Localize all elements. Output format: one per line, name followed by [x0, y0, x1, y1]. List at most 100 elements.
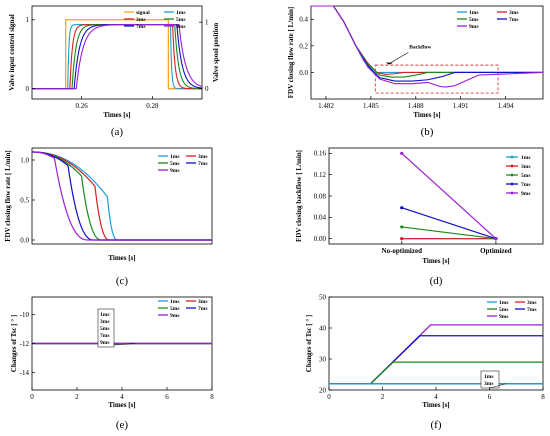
y-tick-label: 0.4 [299, 16, 308, 24]
y-tick-label: 0.12 [314, 171, 327, 179]
series-5ms [329, 361, 543, 385]
x-axis-label: Times [s] [422, 401, 449, 409]
x-axis-label: Times [s] [422, 257, 449, 265]
legend-label: 7ms [136, 24, 145, 30]
series-7ms [329, 335, 543, 385]
x-tick-label: 1.488 [408, 102, 424, 110]
y-tick-label: 0 [26, 85, 30, 93]
series-7ms [31, 24, 203, 90]
data-point-9ms [494, 237, 498, 241]
x-tick-label: 2 [75, 393, 79, 401]
legend-label: 5ms [170, 306, 179, 312]
x-tick-label: 1.491 [453, 102, 469, 110]
x-tick-label: 0.26 [75, 102, 88, 110]
x-tick-label: 2 [381, 393, 385, 401]
x-tick-label: 0 [327, 393, 331, 401]
panel-caption: (f) [431, 419, 442, 431]
legend-label: 7ms [521, 182, 530, 188]
y-tick-label: 50 [319, 293, 327, 301]
legend-label: 3ms [527, 300, 536, 306]
callout-pointer [489, 383, 506, 389]
x-tick-label: 0 [30, 393, 34, 401]
legend-label: 7ms [198, 161, 207, 167]
y-tick-label: -10 [20, 311, 30, 319]
legend-marker [510, 173, 514, 177]
x-tick-label: 1.482 [318, 102, 334, 110]
data-point-9ms [400, 151, 404, 155]
x-tick-label: 1.494 [498, 102, 514, 110]
plot-frame [328, 147, 544, 245]
legend-label: 3ms [521, 164, 530, 170]
x-tick-label: 6 [165, 393, 169, 401]
panel-caption: (a) [111, 126, 124, 138]
arrow-head-icon [385, 62, 394, 65]
y-right-tick-label: 1 [205, 19, 209, 27]
legend-label: 3ms [509, 10, 518, 16]
data-point-5ms [400, 225, 404, 229]
y-tick-label: 0.5 [20, 196, 29, 204]
y-tick-label: 0.16 [314, 150, 327, 158]
series-1ms [32, 151, 212, 241]
series-9ms [401, 152, 497, 240]
series-signal [32, 19, 202, 90]
x-tick-label: 0.28 [146, 102, 159, 110]
series-9ms [329, 324, 543, 385]
data-point-3ms [400, 237, 404, 241]
plot-frame [31, 147, 213, 245]
x-tick-label: 1.485 [363, 102, 379, 110]
legend-label: 3ms [198, 154, 207, 160]
y-axis-label: FDV closing flow rate [ L/min] [4, 150, 12, 241]
legend-label: 7ms [527, 307, 536, 313]
series-1ms [31, 24, 203, 90]
series-5ms [31, 24, 203, 90]
series-7ms [401, 207, 497, 240]
panel-d-backflow: 0.00 0.04 0.08 0.12 0.16 No-optimized Optimize… [295, 147, 544, 287]
category-label: No-optimized [382, 247, 423, 255]
y-tick-label: 0.2 [299, 42, 308, 50]
series-7ms [31, 151, 212, 241]
y-tick-label: -14 [20, 369, 30, 377]
data-point-7ms [400, 206, 404, 210]
x-axis-label: Times [s] [108, 401, 135, 409]
y-axis-label: FDV closing backflow [ L/min] [295, 150, 303, 242]
legend-label: 5ms [521, 173, 530, 179]
panel-caption: (e) [116, 419, 129, 431]
x-tick-label: 8 [210, 393, 214, 401]
legend-label: 9ms [499, 314, 508, 320]
y-right-axis-label: Valve spool position [212, 23, 220, 82]
series-9ms [311, 5, 544, 88]
legend-label: 3ms [136, 17, 145, 23]
legend-marker [510, 164, 514, 168]
y-tick-label: -12 [20, 340, 30, 348]
legend-label: 7ms [509, 17, 518, 23]
x-tick-label: 4 [434, 393, 438, 401]
callout-label: 1ms [100, 312, 109, 318]
y-axis-label: Valve input control signal [8, 14, 16, 90]
legend-label: 5ms [469, 17, 478, 23]
panel-caption: (c) [116, 275, 129, 287]
callout-label: 9ms [100, 340, 109, 346]
backflow-box [374, 64, 499, 94]
y-tick-label: 1 [26, 16, 30, 24]
series-5ms [31, 151, 212, 241]
legend-label: 5ms [176, 17, 185, 23]
x-tick-label: 8 [541, 393, 545, 401]
y-axis-label: Changes of Tsc [ ° ] [10, 315, 18, 372]
legend-label: 1ms [469, 10, 478, 16]
backflow-annotation: Backflow [409, 45, 431, 51]
legend-label: 1ms [170, 299, 179, 305]
panel-c-flow-rate: 0.0 0.5 1.0 Times [s] FDV closing flow rate … [4, 147, 213, 287]
callout-label: 7ms [100, 333, 109, 339]
y-tick-label: 20 [319, 386, 327, 394]
y-tick-label: 0.08 [314, 192, 327, 200]
plot-frame [31, 5, 203, 100]
legend-marker [510, 182, 514, 186]
legend-label: 1ms [170, 154, 179, 160]
y-tick-label: 0.04 [314, 214, 327, 222]
legend-label: signal [136, 10, 150, 16]
y-tick-label: 0.0 [299, 69, 308, 77]
y-tick-label: 0.0 [20, 236, 29, 244]
